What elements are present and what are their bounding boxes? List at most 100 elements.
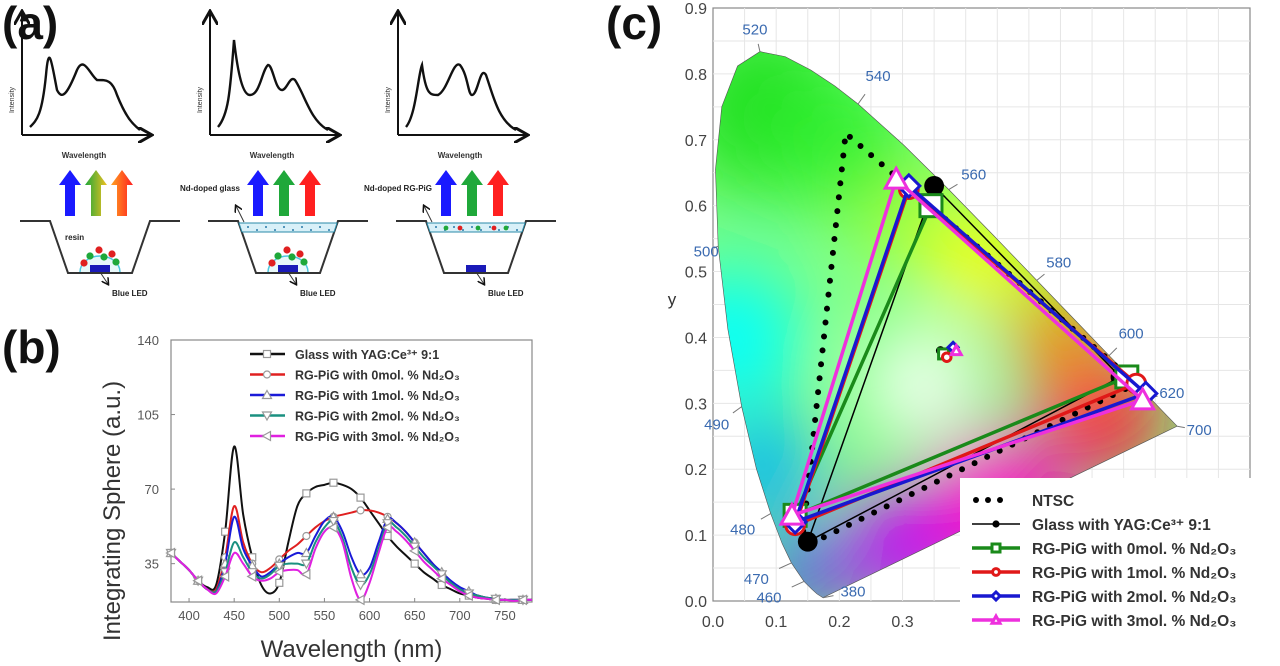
x-tick-label: 0.1 bbox=[765, 614, 787, 631]
legend-label: RG-PiG with 2mol. % Nd₂O₃ bbox=[295, 410, 460, 424]
phosphor-particle bbox=[95, 246, 103, 254]
y-tick-label: 0.8 bbox=[685, 67, 707, 84]
cie-series-5 bbox=[778, 165, 1157, 526]
y-tick-label: 70 bbox=[145, 482, 159, 497]
legend-label: Glass with YAG:Ce³⁺ 9:1 bbox=[295, 348, 439, 362]
data-point bbox=[219, 570, 230, 582]
legend-dot bbox=[973, 497, 979, 503]
legend-label: RG-PiG with 0mol. % Nd₂O₃ bbox=[1032, 541, 1236, 558]
pointer-arrow bbox=[236, 206, 245, 223]
emission-arrow bbox=[111, 170, 133, 216]
data-point bbox=[302, 531, 311, 541]
data-point bbox=[300, 547, 312, 558]
data-point bbox=[410, 559, 419, 568]
wavelength-tick bbox=[760, 513, 771, 520]
y-tick-label: 0.1 bbox=[685, 528, 707, 545]
schematic-column-3: Intensity Wavelength bbox=[385, 13, 526, 160]
data-point bbox=[436, 573, 446, 585]
wavelength-label: 600 bbox=[1119, 326, 1144, 343]
dopant-dot bbox=[319, 226, 321, 228]
panel-label-b: (b) bbox=[2, 321, 61, 373]
data-point bbox=[165, 547, 176, 559]
intensity-label: Intensity bbox=[197, 86, 204, 113]
emission-arrow bbox=[461, 170, 483, 216]
y-tick-label: 0.4 bbox=[685, 330, 707, 347]
x-tick-label: 450 bbox=[223, 608, 245, 623]
intensity-label: Intensity bbox=[385, 86, 392, 113]
phosphor-particle bbox=[491, 225, 497, 231]
dopant-dot bbox=[498, 229, 500, 231]
y-tick-label: 0.7 bbox=[685, 133, 707, 150]
wavelength-tick bbox=[1108, 347, 1118, 356]
phosphor-particle bbox=[274, 252, 282, 260]
data-point bbox=[356, 493, 365, 502]
wavelength-tick bbox=[857, 93, 866, 105]
color-blob bbox=[866, 328, 977, 439]
legend-dot bbox=[997, 497, 1003, 503]
x-tick-label: 500 bbox=[268, 608, 290, 623]
x-tick-label: 0.2 bbox=[828, 614, 850, 631]
glass-layer bbox=[238, 222, 338, 233]
wavelength-label: 470 bbox=[744, 571, 769, 588]
dopant-dot bbox=[489, 226, 491, 228]
schematic-column-1: Intensity Wavelength bbox=[9, 13, 150, 160]
wavelength-label: 460 bbox=[756, 589, 781, 606]
phosphor-particle bbox=[80, 259, 88, 267]
data-point bbox=[778, 501, 806, 526]
phosphor-particle bbox=[283, 246, 291, 254]
pointer-arrow bbox=[287, 271, 296, 284]
panel-c-cie-chart: 0.0 0.1 0.2 0.3 0.4 0.5 0.6 0.7 0.8 0.9 0.0 0.1 0.2 0… bbox=[668, 1, 1280, 666]
legend-label: RG-PiG with 3mol. % Nd₂O₃ bbox=[1032, 613, 1236, 630]
data-point bbox=[989, 612, 1003, 625]
phosphor-particle bbox=[296, 250, 304, 258]
y-tick-label: 0.2 bbox=[685, 462, 707, 479]
led-cup bbox=[208, 220, 368, 274]
phosphor-particle bbox=[443, 225, 449, 231]
wavelength-label: 500 bbox=[694, 243, 719, 260]
blue-led-chip bbox=[90, 265, 110, 272]
spectrum-curve bbox=[217, 39, 329, 132]
data-point bbox=[246, 570, 257, 582]
phosphor-particle bbox=[108, 250, 116, 258]
spectrum-curve bbox=[405, 60, 517, 132]
legend: NTSC Glass with YAG:Ce³⁺ 9:1 RG-PiG with 0… bbox=[960, 478, 1280, 666]
pointer-arrow bbox=[475, 271, 484, 284]
data-point bbox=[329, 478, 338, 487]
data-point bbox=[273, 561, 285, 572]
phosphor-particle bbox=[100, 253, 108, 261]
data-point bbox=[941, 351, 953, 363]
color-blob bbox=[715, 267, 802, 408]
x-tick-label: 650 bbox=[404, 608, 426, 623]
data-point bbox=[882, 165, 910, 190]
dopant-dot bbox=[247, 226, 249, 228]
dopant-dot bbox=[301, 226, 303, 228]
data-point bbox=[517, 594, 528, 606]
emission-arrow bbox=[59, 170, 81, 216]
dopant-dot bbox=[453, 226, 455, 228]
dopant-dot bbox=[274, 229, 276, 231]
wavelength-label: 700 bbox=[1187, 422, 1212, 439]
data-point bbox=[192, 575, 203, 587]
x-tick-label: 400 bbox=[178, 608, 200, 623]
data-point bbox=[992, 520, 1000, 528]
data-point bbox=[463, 590, 473, 602]
wavelength-label: 560 bbox=[961, 167, 986, 184]
phosphor-particle bbox=[86, 252, 94, 260]
pointer-arrow bbox=[99, 271, 108, 284]
x-tick-label: 700 bbox=[449, 608, 471, 623]
wavelength-tick bbox=[791, 580, 805, 588]
legend-label: NTSC bbox=[1032, 493, 1074, 510]
led-package-2: Blue LED Nd-doped glass bbox=[180, 170, 368, 298]
spectral-locus bbox=[715, 51, 1178, 599]
data-point bbox=[275, 578, 284, 587]
series-4: RG-PiG with 3mol. % Nd₂O₃ bbox=[165, 430, 533, 606]
phosphor-particle bbox=[112, 258, 120, 266]
legend-marker bbox=[261, 389, 273, 400]
data-point bbox=[490, 594, 500, 606]
y-tick-label: 0.0 bbox=[685, 594, 707, 611]
blue-led-label: Blue LED bbox=[112, 289, 148, 298]
wavelength-tick bbox=[1036, 273, 1045, 281]
dopant-dot bbox=[471, 226, 473, 228]
data-point bbox=[948, 342, 964, 357]
gamut-triangle bbox=[789, 176, 1147, 519]
